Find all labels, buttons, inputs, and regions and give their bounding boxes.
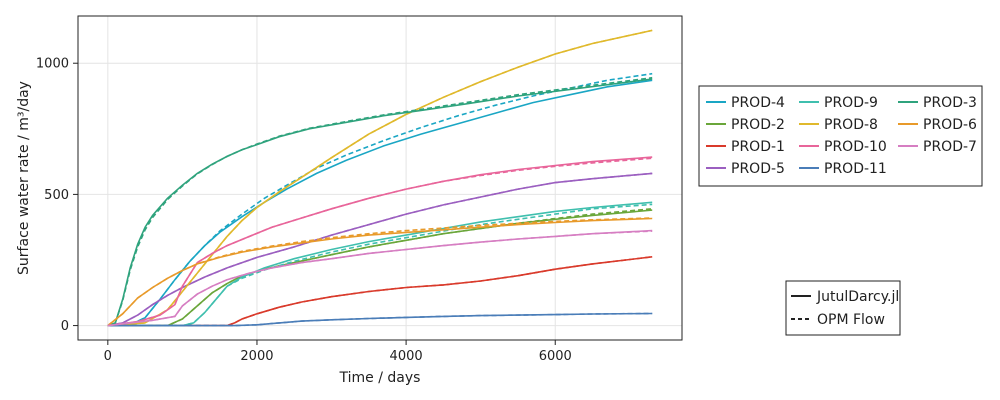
x-axis-label: Time / days <box>339 370 421 386</box>
series-line-jutul-prod-6 <box>107 217 653 327</box>
legend-style-label: JutulDarcy.jl <box>816 289 899 305</box>
series-line-opm-prod-4 <box>107 72 653 327</box>
series-line-jutul-prod-8 <box>107 29 653 327</box>
legend-label: PROD-10 <box>824 139 887 155</box>
legend-style-box <box>785 280 901 336</box>
ticks: 0 2000 4000 6000 0 500 1000 <box>36 57 572 364</box>
legend-label: PROD-3 <box>923 95 977 111</box>
legend-series: PROD-4 PROD-2 PROD-1 PROD-5 PROD-9 PROD-8 PROD… <box>698 85 983 187</box>
series-line-jutul-prod-2 <box>107 209 653 327</box>
y-axis-label: Surface water rate / m³/day <box>16 81 32 275</box>
legend-label: PROD-7 <box>923 139 977 155</box>
series-layer <box>107 29 653 327</box>
series-line-jutul-prod-11 <box>107 312 653 327</box>
plot-area <box>78 16 682 340</box>
x-tick-label: 6000 <box>539 349 572 364</box>
series-line-jutul-prod-1 <box>107 256 653 327</box>
y-tick-label: 0 <box>61 319 69 334</box>
y-tick-label: 500 <box>44 188 69 203</box>
legend-label: PROD-5 <box>731 161 785 177</box>
y-tick-label: 1000 <box>36 57 69 72</box>
plot-frame <box>77 15 683 341</box>
legend-label: PROD-1 <box>731 139 785 155</box>
series-line-jutul-prod-5 <box>107 172 653 327</box>
legend-style: JutulDarcy.jl OPM Flow <box>785 280 901 336</box>
series-line-jutul-prod-10 <box>107 156 653 327</box>
series-line-jutul-prod-7 <box>107 229 653 327</box>
legend-label: PROD-4 <box>731 95 785 111</box>
series-line-jutul-prod-3 <box>107 78 653 327</box>
x-tick-label: 2000 <box>240 349 273 364</box>
series-line-jutul-prod-9 <box>107 201 653 327</box>
series-line-opm-prod-6 <box>107 217 653 327</box>
legend-label: PROD-9 <box>824 95 878 111</box>
series-line-jutul-prod-4 <box>107 79 653 327</box>
x-tick-label: 0 <box>104 349 112 364</box>
legend-series-box <box>698 85 983 187</box>
legend-label: PROD-6 <box>923 117 977 133</box>
legend-label: PROD-2 <box>731 117 785 133</box>
legend-style-label: OPM Flow <box>817 312 885 328</box>
x-tick-label: 4000 <box>390 349 423 364</box>
legend-label: PROD-11 <box>824 161 887 177</box>
legend-label: PROD-8 <box>824 117 878 133</box>
